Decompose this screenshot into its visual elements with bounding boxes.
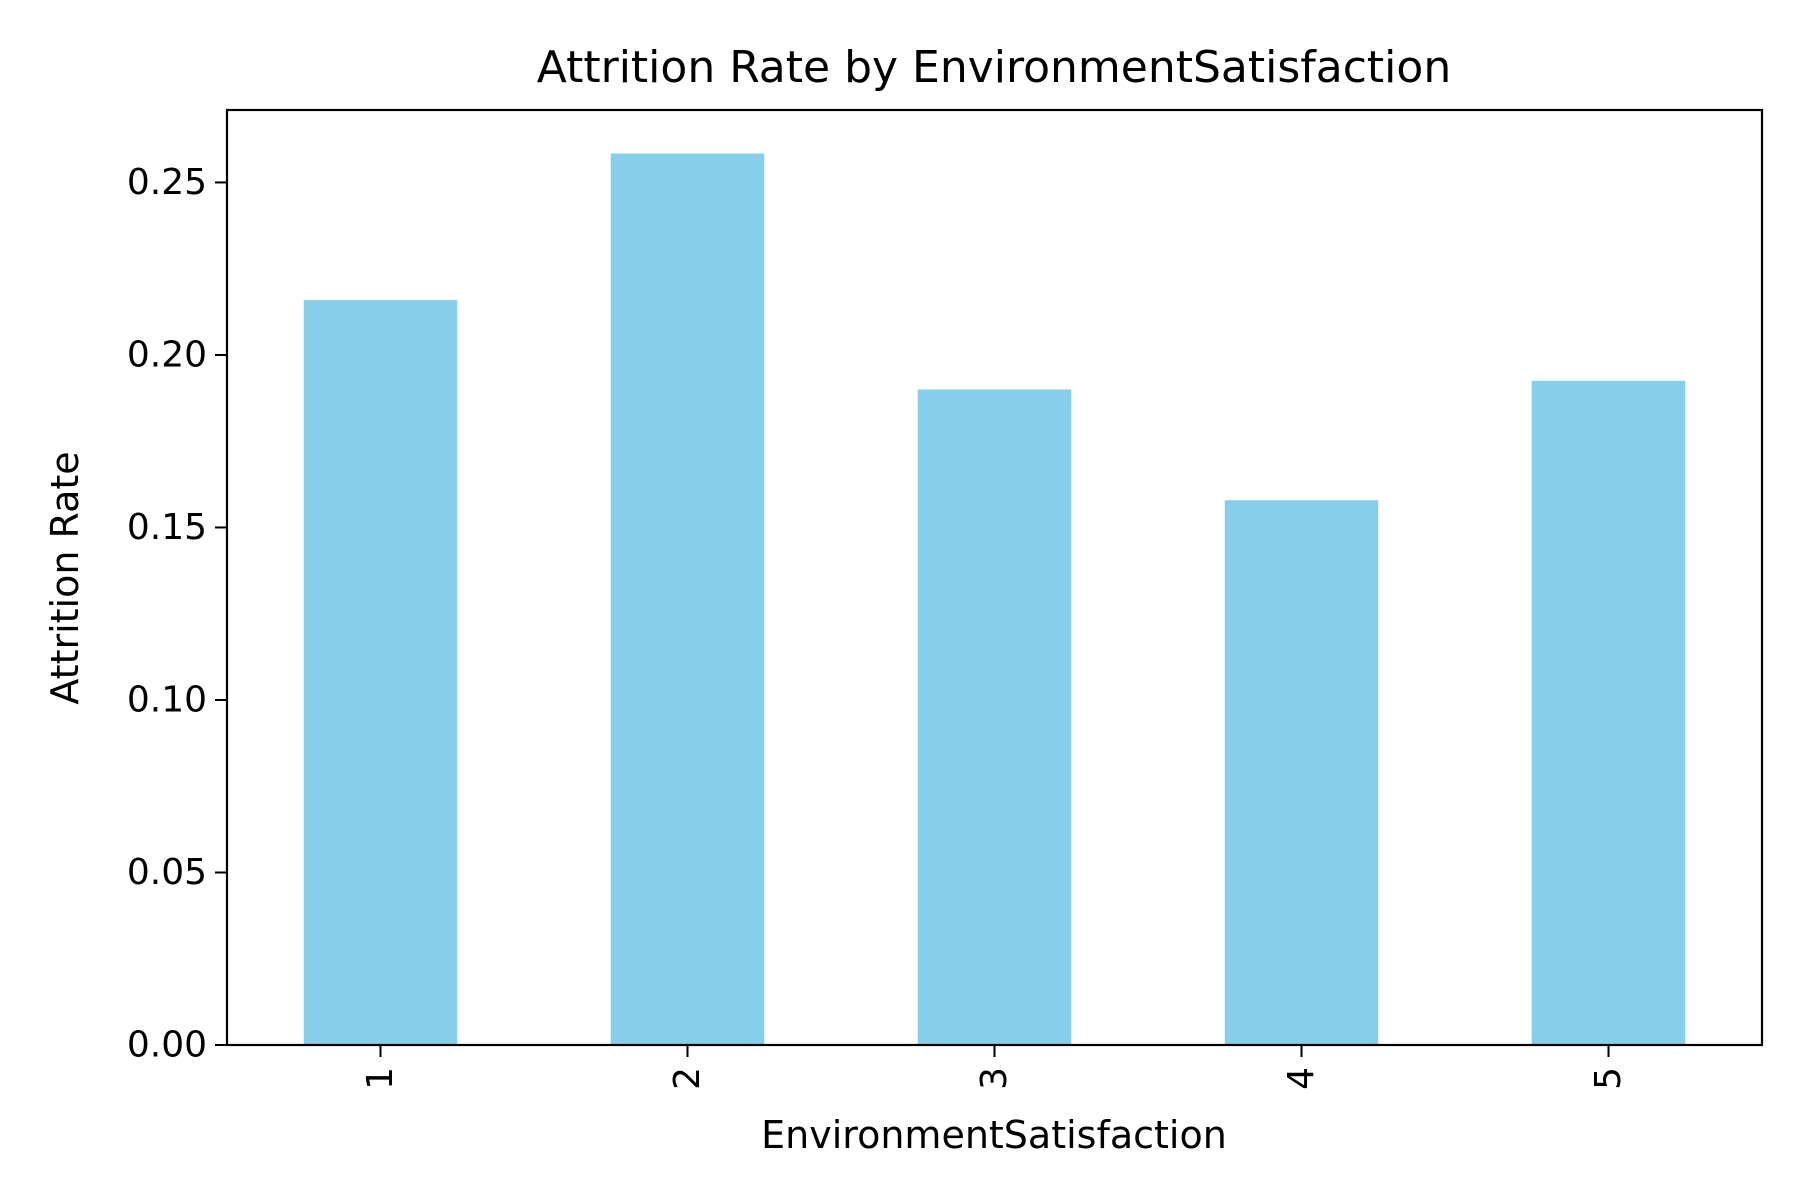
x-tick-label-1: 1 xyxy=(360,1067,401,1090)
y-tick-label-0.00: 0.00 xyxy=(127,1025,207,1066)
y-tick-label-0.15: 0.15 xyxy=(127,507,207,548)
bar-4 xyxy=(1224,500,1379,1045)
bar-3 xyxy=(917,389,1072,1045)
x-tick-label-2: 2 xyxy=(667,1067,708,1090)
plot-frame xyxy=(225,108,1764,1047)
bar-1 xyxy=(303,300,458,1045)
bar-5 xyxy=(1531,380,1686,1045)
y-tick-label-0.05: 0.05 xyxy=(127,852,207,893)
y-tick-label-0.10: 0.10 xyxy=(127,679,207,720)
y-tick-label-0.25: 0.25 xyxy=(127,162,207,203)
x-tick-label-5: 5 xyxy=(1588,1067,1629,1090)
x-axis-label: EnvironmentSatisfaction xyxy=(761,1113,1227,1157)
y-axis-label: Attrition Rate xyxy=(43,451,87,704)
x-tick-label-4: 4 xyxy=(1281,1067,1322,1090)
y-tick-label-0.20: 0.20 xyxy=(127,334,207,375)
axes-layer: 1 2 3 4 5 0.00 0.05 0.10 0.15 0.20 0.25 xyxy=(127,162,1629,1090)
bar-2 xyxy=(610,153,765,1046)
x-tick-label-3: 3 xyxy=(974,1067,1015,1090)
chart-title: Attrition Rate by EnvironmentSatisfactio… xyxy=(537,42,1451,93)
bars-layer xyxy=(303,153,1686,1046)
